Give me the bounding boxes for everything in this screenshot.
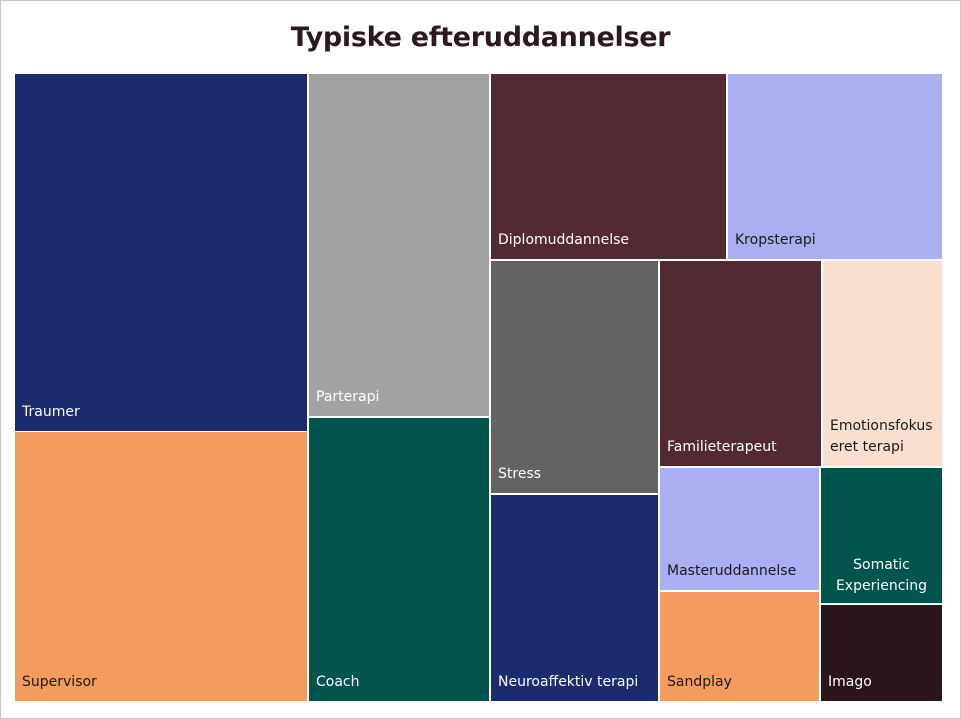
treemap-tile: Sandplay — [660, 592, 819, 701]
treemap-tile: Traumer — [15, 74, 307, 431]
treemap-tile: Emotionsfokus eret terapi — [823, 261, 942, 466]
treemap-tile: Coach — [309, 418, 489, 701]
treemap-tile: Stress — [491, 261, 658, 493]
treemap-tile: Kropsterapi — [728, 74, 942, 259]
treemap-tile-label: Traumer — [22, 404, 80, 420]
treemap-tile: Imago — [821, 605, 942, 701]
treemap-tile-label: Masteruddannelse — [667, 563, 797, 579]
treemap-tile: Familieterapeut — [660, 261, 821, 466]
treemap-tile-label: Parterapi — [316, 389, 380, 405]
treemap-tile: Diplomuddannelse — [491, 74, 726, 259]
treemap-tile: Somatic Experiencing — [821, 468, 942, 603]
treemap-tile-label: Diplomuddannelse — [498, 232, 630, 248]
treemap-tile-label: Stress — [498, 466, 542, 482]
treemap-tile-label: Imago — [828, 674, 872, 690]
treemap-tile-label: Somatic Experiencing — [835, 557, 928, 594]
treemap-tile-label: Sandplay — [667, 674, 732, 690]
treemap-tile: Masteruddannelse — [660, 468, 819, 590]
treemap-tile-label: Emotionsfokus eret terapi — [830, 418, 933, 455]
treemap-tile: Parterapi — [309, 74, 489, 416]
chart-title: Typiske efteruddannelser — [290, 22, 671, 53]
treemap-tile: Neuroaffektiv terapi — [491, 495, 658, 701]
treemap-tile-label: Supervisor — [22, 674, 97, 690]
treemap-tile-label: Neuroaffektiv terapi — [498, 674, 639, 690]
treemap-tile-label: Familieterapeut — [667, 439, 777, 455]
treemap-tile-label: Kropsterapi — [735, 232, 816, 248]
treemap-tile: Supervisor — [15, 432, 307, 701]
treemap-tile-label: Coach — [316, 674, 360, 690]
